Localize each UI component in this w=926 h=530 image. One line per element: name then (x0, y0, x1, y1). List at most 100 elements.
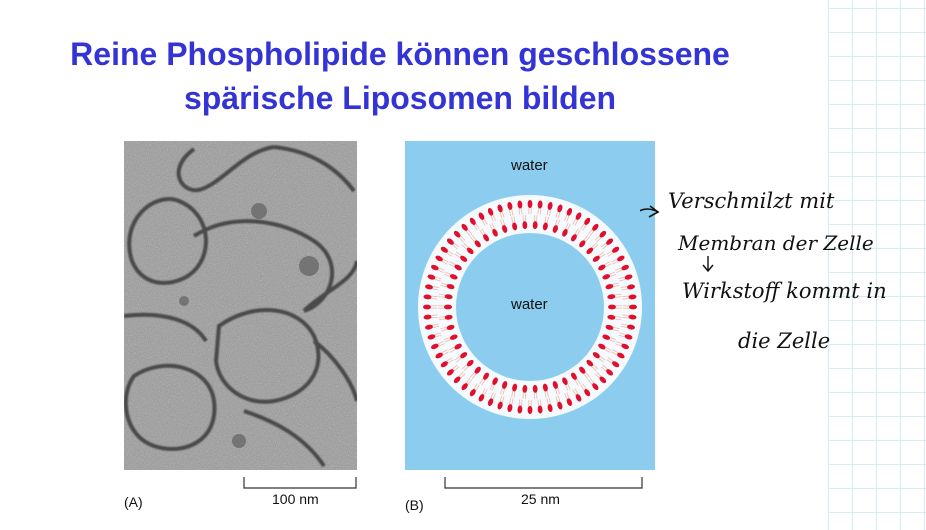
lipid-head (621, 343, 629, 350)
lipid-head (608, 304, 616, 310)
lipid-head (435, 255, 443, 262)
note-line-1: Verschmilzt mit (668, 189, 835, 213)
lipid-head (627, 284, 635, 290)
lipid-head (562, 229, 568, 237)
lipid-head (446, 324, 455, 330)
lipid-head (425, 324, 433, 330)
lipid-head (512, 383, 518, 392)
lipid-head (502, 225, 508, 233)
lipid-head (557, 401, 563, 410)
lipid-head (579, 240, 586, 248)
lipid-head (542, 222, 548, 231)
lipid-head (497, 204, 503, 213)
lipid-head (423, 314, 432, 320)
lipid-head (517, 200, 523, 209)
lipid-head (605, 324, 614, 330)
lipid-head (592, 383, 599, 391)
lipid-head (537, 200, 543, 209)
lipid-head (602, 334, 611, 340)
lipid-head (483, 372, 490, 380)
title-line-2: spärische Liposomen bilden (183, 80, 617, 116)
lipid-head (566, 398, 573, 406)
lipid-head (575, 394, 582, 402)
lipid-head (547, 202, 553, 210)
handwritten-annotation: Verschmilzt mit Membran der Zelle Wirkst… (640, 189, 887, 353)
lipid-head (562, 377, 568, 385)
lipid-head (599, 230, 607, 238)
water-inside-label: water (511, 296, 548, 313)
lipid-head (517, 405, 523, 414)
lipid-head (460, 255, 468, 262)
lipid-head (502, 381, 508, 389)
lipid-head (522, 221, 528, 230)
note-line-3: Wirkstoff kommt in (682, 279, 887, 303)
lipid-head (522, 384, 528, 393)
lipid-head (624, 274, 633, 280)
lipid-head (527, 200, 533, 208)
lipid-head (474, 366, 481, 374)
lipid-head (584, 389, 591, 397)
lipid-head (446, 284, 455, 290)
lipid-head (527, 406, 533, 414)
lipid-head (444, 294, 453, 300)
lipid-head (449, 334, 458, 340)
lipid-head (449, 274, 458, 280)
notebook-grid (828, 0, 926, 530)
lipid-head (592, 255, 600, 262)
lipid-head (483, 234, 490, 242)
lipid-head (453, 230, 461, 238)
lipid-head (557, 204, 563, 213)
scale-label-a: 100 nm (272, 491, 319, 507)
lipid-head (492, 229, 498, 237)
lipid-head (532, 384, 538, 393)
lipid-head (542, 383, 548, 392)
lipid-head (621, 264, 629, 271)
lipid-head (607, 314, 616, 320)
lipid-head (507, 404, 513, 412)
lipid-head (592, 352, 600, 359)
lipid-head (466, 359, 474, 367)
lipid-head (454, 343, 462, 350)
panel-b-label: (B) (405, 497, 424, 513)
lipid-head (532, 221, 538, 230)
lipid-head (624, 334, 633, 340)
lipid-head (570, 234, 577, 242)
lipid-head (617, 352, 625, 359)
lipid-head (584, 217, 591, 225)
lipid-head (469, 389, 476, 397)
lipid-head (435, 352, 443, 359)
lipid-head (629, 304, 637, 310)
panel-a-label: (A) (124, 494, 143, 510)
lipid-head (598, 264, 606, 271)
lipid-head (461, 223, 468, 231)
lipid-head (628, 314, 637, 320)
lipid-head (478, 394, 485, 402)
lipid-head (440, 246, 448, 253)
slide-title: Reine Phospholipide können geschlossene … (0, 32, 800, 120)
lipid-head (586, 359, 594, 367)
lipid-head (431, 343, 439, 350)
lipid-head (460, 352, 468, 359)
lipid-head (512, 222, 518, 231)
lipid-head (487, 398, 494, 406)
lipid-head (575, 212, 582, 220)
lipid-head (605, 284, 614, 290)
lipid-head (427, 274, 436, 280)
lipid-head (444, 314, 453, 320)
lipid-head (592, 223, 599, 231)
lipid-head (487, 208, 494, 216)
lipid-head (612, 246, 620, 253)
scale-label-b: 25 nm (521, 491, 560, 507)
annotation-arrow (640, 208, 659, 213)
lipid-head (444, 304, 452, 310)
lipid-head (552, 381, 558, 389)
lipid-head (547, 404, 553, 412)
lipid-head (602, 274, 611, 280)
note-line-4: die Zelle (738, 329, 830, 353)
lipid-head (566, 208, 573, 216)
lipid-head (617, 255, 625, 262)
scale-bar-b (444, 477, 643, 489)
lipid-head (552, 225, 558, 233)
lipid-head (497, 401, 503, 410)
lipid-head (507, 202, 513, 210)
